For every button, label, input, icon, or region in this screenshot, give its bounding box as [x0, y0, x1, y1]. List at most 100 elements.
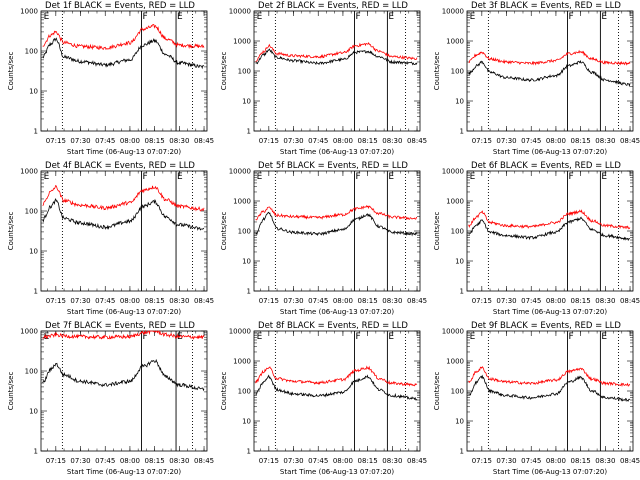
- lld-series-line: [255, 365, 418, 387]
- plot-frame: [253, 10, 421, 132]
- x-tick-label: 07:15: [259, 297, 279, 305]
- lld-series-line: [42, 329, 205, 340]
- time-marker-label: E: [388, 332, 394, 342]
- plot-frame: [466, 170, 634, 292]
- y-tick-label: 1: [247, 448, 251, 456]
- time-marker-label: E: [257, 172, 263, 182]
- x-tick-label: 08:00: [546, 457, 566, 465]
- panel-title: Det 8f BLACK = Events, RED = LLD: [258, 321, 408, 331]
- x-tick-label: 07:30: [70, 137, 90, 145]
- time-marker-label: F: [142, 332, 147, 342]
- x-tick-label: 08:15: [571, 297, 591, 305]
- detector-panel-4: Det 4f BLACK = Events, RED = LLD Counts/s…: [7, 161, 214, 316]
- time-marker-label: E: [601, 172, 607, 182]
- y-tick-label: 100: [238, 68, 251, 76]
- events-series-line: [255, 211, 418, 237]
- y-axis-label: Counts/sec: [7, 372, 15, 411]
- x-tick-label: 07:15: [472, 297, 492, 305]
- y-tick-label: 10000: [442, 328, 464, 336]
- x-tick-label: 07:45: [521, 457, 541, 465]
- y-axis-label: Counts/sec: [7, 52, 15, 91]
- x-axis-label: Start Time (06-Aug-13 07:07:20): [280, 148, 394, 156]
- x-tick-label: 08:45: [194, 297, 214, 305]
- panel-title: Det 1f BLACK = Events, RED = LLD: [45, 1, 195, 11]
- time-marker-label: E: [601, 12, 607, 22]
- panel-title: Det 2f BLACK = Events, RED = LLD: [258, 1, 408, 11]
- time-marker-label: E: [257, 332, 263, 342]
- plot-frame: [466, 10, 634, 132]
- x-tick-label: 08:15: [358, 137, 378, 145]
- x-tick-label: 08:15: [571, 137, 591, 145]
- y-tick-label: 1000: [233, 358, 251, 366]
- time-marker-label: E: [44, 172, 50, 182]
- plot-frame: [40, 330, 208, 452]
- panel-title: Det 6f BLACK = Events, RED = LLD: [471, 161, 621, 171]
- x-tick-label: 08:30: [595, 297, 615, 305]
- y-tick-label: 10: [242, 258, 251, 266]
- x-tick-label: 08:45: [407, 457, 427, 465]
- detector-panel-6: Det 6f BLACK = Events, RED = LLD Counts/s…: [433, 161, 640, 316]
- time-marker-label: F: [142, 12, 147, 22]
- panel-title: Det 3f BLACK = Events, RED = LLD: [471, 1, 621, 11]
- x-tick-label: 08:45: [620, 297, 640, 305]
- x-tick-label: 08:15: [358, 297, 378, 305]
- lld-series-line: [468, 366, 631, 388]
- panel-title: Det 7f BLACK = Events, RED = LLD: [45, 321, 195, 331]
- lld-series-line: [468, 209, 631, 230]
- y-tick-label: 10000: [442, 8, 464, 16]
- x-tick-label: 07:30: [283, 457, 303, 465]
- x-tick-label: 08:45: [407, 297, 427, 305]
- y-tick-label: 100: [451, 68, 464, 76]
- detector-panel-7: Det 7f BLACK = Events, RED = LLD Counts/s…: [7, 321, 214, 476]
- time-marker-label: E: [470, 332, 476, 342]
- y-tick-label: 10: [455, 98, 464, 106]
- y-tick-label: 1: [34, 288, 38, 296]
- detector-panel-1: Det 1f BLACK = Events, RED = LLD Counts/s…: [7, 1, 214, 156]
- time-marker-label: F: [355, 12, 360, 22]
- y-tick-label: 10: [242, 418, 251, 426]
- x-tick-label: 08:30: [595, 137, 615, 145]
- x-tick-label: 08:30: [169, 457, 189, 465]
- time-marker-label: F: [568, 12, 573, 22]
- plot-frame: [40, 170, 208, 292]
- events-series-line: [255, 48, 418, 66]
- y-tick-label: 10000: [442, 168, 464, 176]
- y-tick-label: 100: [25, 368, 38, 376]
- time-marker-label: E: [177, 332, 183, 342]
- y-tick-label: 100: [25, 208, 38, 216]
- x-tick-label: 08:30: [169, 137, 189, 145]
- detector-panel-9: Det 9f BLACK = Events, RED = LLD Counts/s…: [433, 321, 640, 476]
- x-tick-label: 08:15: [145, 297, 165, 305]
- x-tick-label: 08:00: [333, 457, 353, 465]
- events-series-line: [255, 374, 418, 401]
- time-marker-label: E: [177, 12, 183, 22]
- y-tick-label: 10: [29, 248, 38, 256]
- y-tick-label: 1000: [233, 198, 251, 206]
- lld-series-line: [255, 42, 418, 62]
- x-tick-label: 07:15: [472, 137, 492, 145]
- x-tick-label: 08:00: [546, 297, 566, 305]
- x-tick-label: 08:45: [620, 457, 640, 465]
- x-tick-label: 08:15: [145, 137, 165, 145]
- y-axis-label: Counts/sec: [7, 212, 15, 251]
- y-tick-label: 1: [460, 128, 464, 136]
- x-tick-label: 08:45: [194, 137, 214, 145]
- y-tick-label: 10000: [229, 8, 251, 16]
- x-tick-label: 07:15: [46, 457, 66, 465]
- x-tick-label: 08:00: [333, 137, 353, 145]
- events-series-line: [42, 37, 205, 70]
- x-tick-label: 08:00: [120, 297, 140, 305]
- y-tick-label: 1000: [20, 8, 38, 16]
- x-tick-label: 08:45: [620, 137, 640, 145]
- events-series-line: [468, 59, 631, 88]
- detector-panel-3: Det 3f BLACK = Events, RED = LLD Counts/s…: [433, 1, 640, 156]
- x-tick-label: 07:45: [521, 137, 541, 145]
- x-tick-label: 07:45: [95, 137, 115, 145]
- y-tick-label: 1: [460, 448, 464, 456]
- events-series-line: [468, 374, 631, 402]
- x-tick-label: 07:30: [496, 137, 516, 145]
- x-axis-label: Start Time (06-Aug-13 07:07:20): [493, 468, 607, 476]
- y-tick-label: 1000: [20, 328, 38, 336]
- events-series-line: [468, 216, 631, 242]
- y-axis-label: Counts/sec: [220, 372, 228, 411]
